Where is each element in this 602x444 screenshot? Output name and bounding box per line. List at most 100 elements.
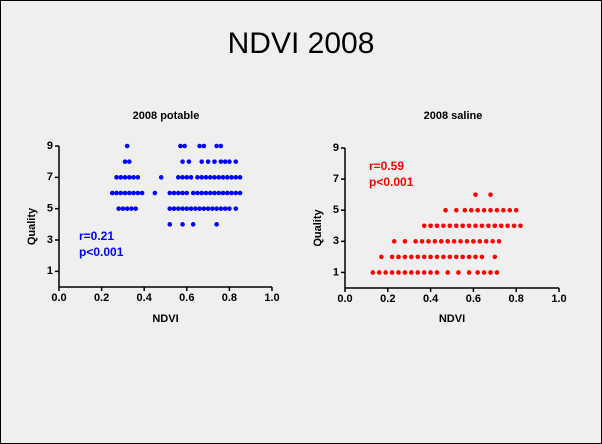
point [229, 190, 234, 196]
y-tick-label: 7 [47, 171, 53, 183]
point [212, 159, 217, 164]
point [481, 270, 487, 275]
point [462, 207, 468, 213]
y-tick-label: 1 [333, 266, 339, 278]
point [383, 270, 388, 275]
point [224, 175, 230, 180]
point [391, 239, 397, 244]
point [158, 175, 164, 180]
x-tick-label: 1.0 [551, 293, 566, 305]
point [473, 223, 478, 229]
point [118, 175, 124, 180]
point [451, 239, 457, 244]
point [171, 190, 177, 196]
point [421, 254, 427, 260]
y-tick-label: 7 [333, 173, 339, 185]
point [216, 190, 222, 196]
y-tick-label: 5 [47, 203, 53, 215]
point [479, 254, 485, 260]
point [237, 190, 243, 196]
annotation: p<0.001 [369, 175, 414, 189]
point [218, 159, 224, 164]
point [473, 254, 478, 260]
point [501, 207, 506, 213]
point [460, 254, 466, 260]
point [180, 175, 185, 180]
point [126, 190, 132, 196]
point [109, 190, 115, 196]
point [216, 175, 222, 180]
point [129, 206, 134, 211]
point [460, 223, 466, 229]
point [490, 239, 495, 244]
point [197, 206, 202, 211]
point [197, 143, 202, 149]
point [203, 175, 209, 180]
point [518, 223, 523, 229]
point [396, 254, 401, 260]
point [139, 190, 145, 196]
point [195, 175, 200, 180]
point [171, 206, 177, 211]
annotation: r=0.59 [369, 159, 404, 173]
point [210, 206, 215, 211]
point [505, 223, 510, 229]
point [428, 254, 433, 260]
point [389, 254, 395, 260]
y-tick-label: 1 [47, 265, 53, 277]
point [114, 190, 119, 196]
point [483, 239, 489, 244]
point [439, 239, 444, 244]
y-axis-label: Quality [312, 208, 324, 246]
point [214, 206, 219, 211]
point [447, 223, 453, 229]
point [199, 175, 205, 180]
point [475, 270, 480, 275]
point [114, 175, 119, 180]
point [453, 254, 459, 260]
point [227, 206, 232, 211]
point [199, 190, 205, 196]
point [124, 206, 130, 211]
point [135, 175, 141, 180]
point [370, 270, 376, 275]
point [379, 254, 384, 260]
point [413, 239, 418, 244]
point [419, 239, 425, 244]
point [511, 223, 517, 229]
point [218, 143, 224, 149]
point [468, 207, 474, 213]
annotation: p<0.001 [79, 245, 124, 259]
point [402, 254, 408, 260]
point [188, 206, 194, 211]
point [201, 143, 207, 149]
point [175, 175, 181, 180]
x-tick-label: 0.2 [380, 293, 395, 305]
point [167, 222, 173, 227]
x-tick-label: 0.0 [337, 293, 352, 305]
x-tick-label: 0.4 [137, 292, 153, 304]
y-axis-label: Quality [26, 207, 38, 245]
point [180, 206, 185, 211]
point [426, 239, 431, 244]
point [205, 206, 211, 211]
point [190, 190, 196, 196]
point [227, 159, 232, 164]
point [203, 190, 209, 196]
point [212, 175, 217, 180]
x-tick-label: 0.8 [509, 293, 524, 305]
point [409, 270, 414, 275]
point [492, 223, 498, 229]
point [222, 159, 228, 164]
point [466, 223, 472, 229]
point [124, 143, 130, 149]
point [494, 207, 500, 213]
point [477, 239, 483, 244]
point [421, 270, 427, 275]
point [402, 239, 408, 244]
point [182, 143, 187, 149]
point [434, 254, 440, 260]
point [229, 175, 234, 180]
point [184, 190, 190, 196]
point [212, 190, 217, 196]
